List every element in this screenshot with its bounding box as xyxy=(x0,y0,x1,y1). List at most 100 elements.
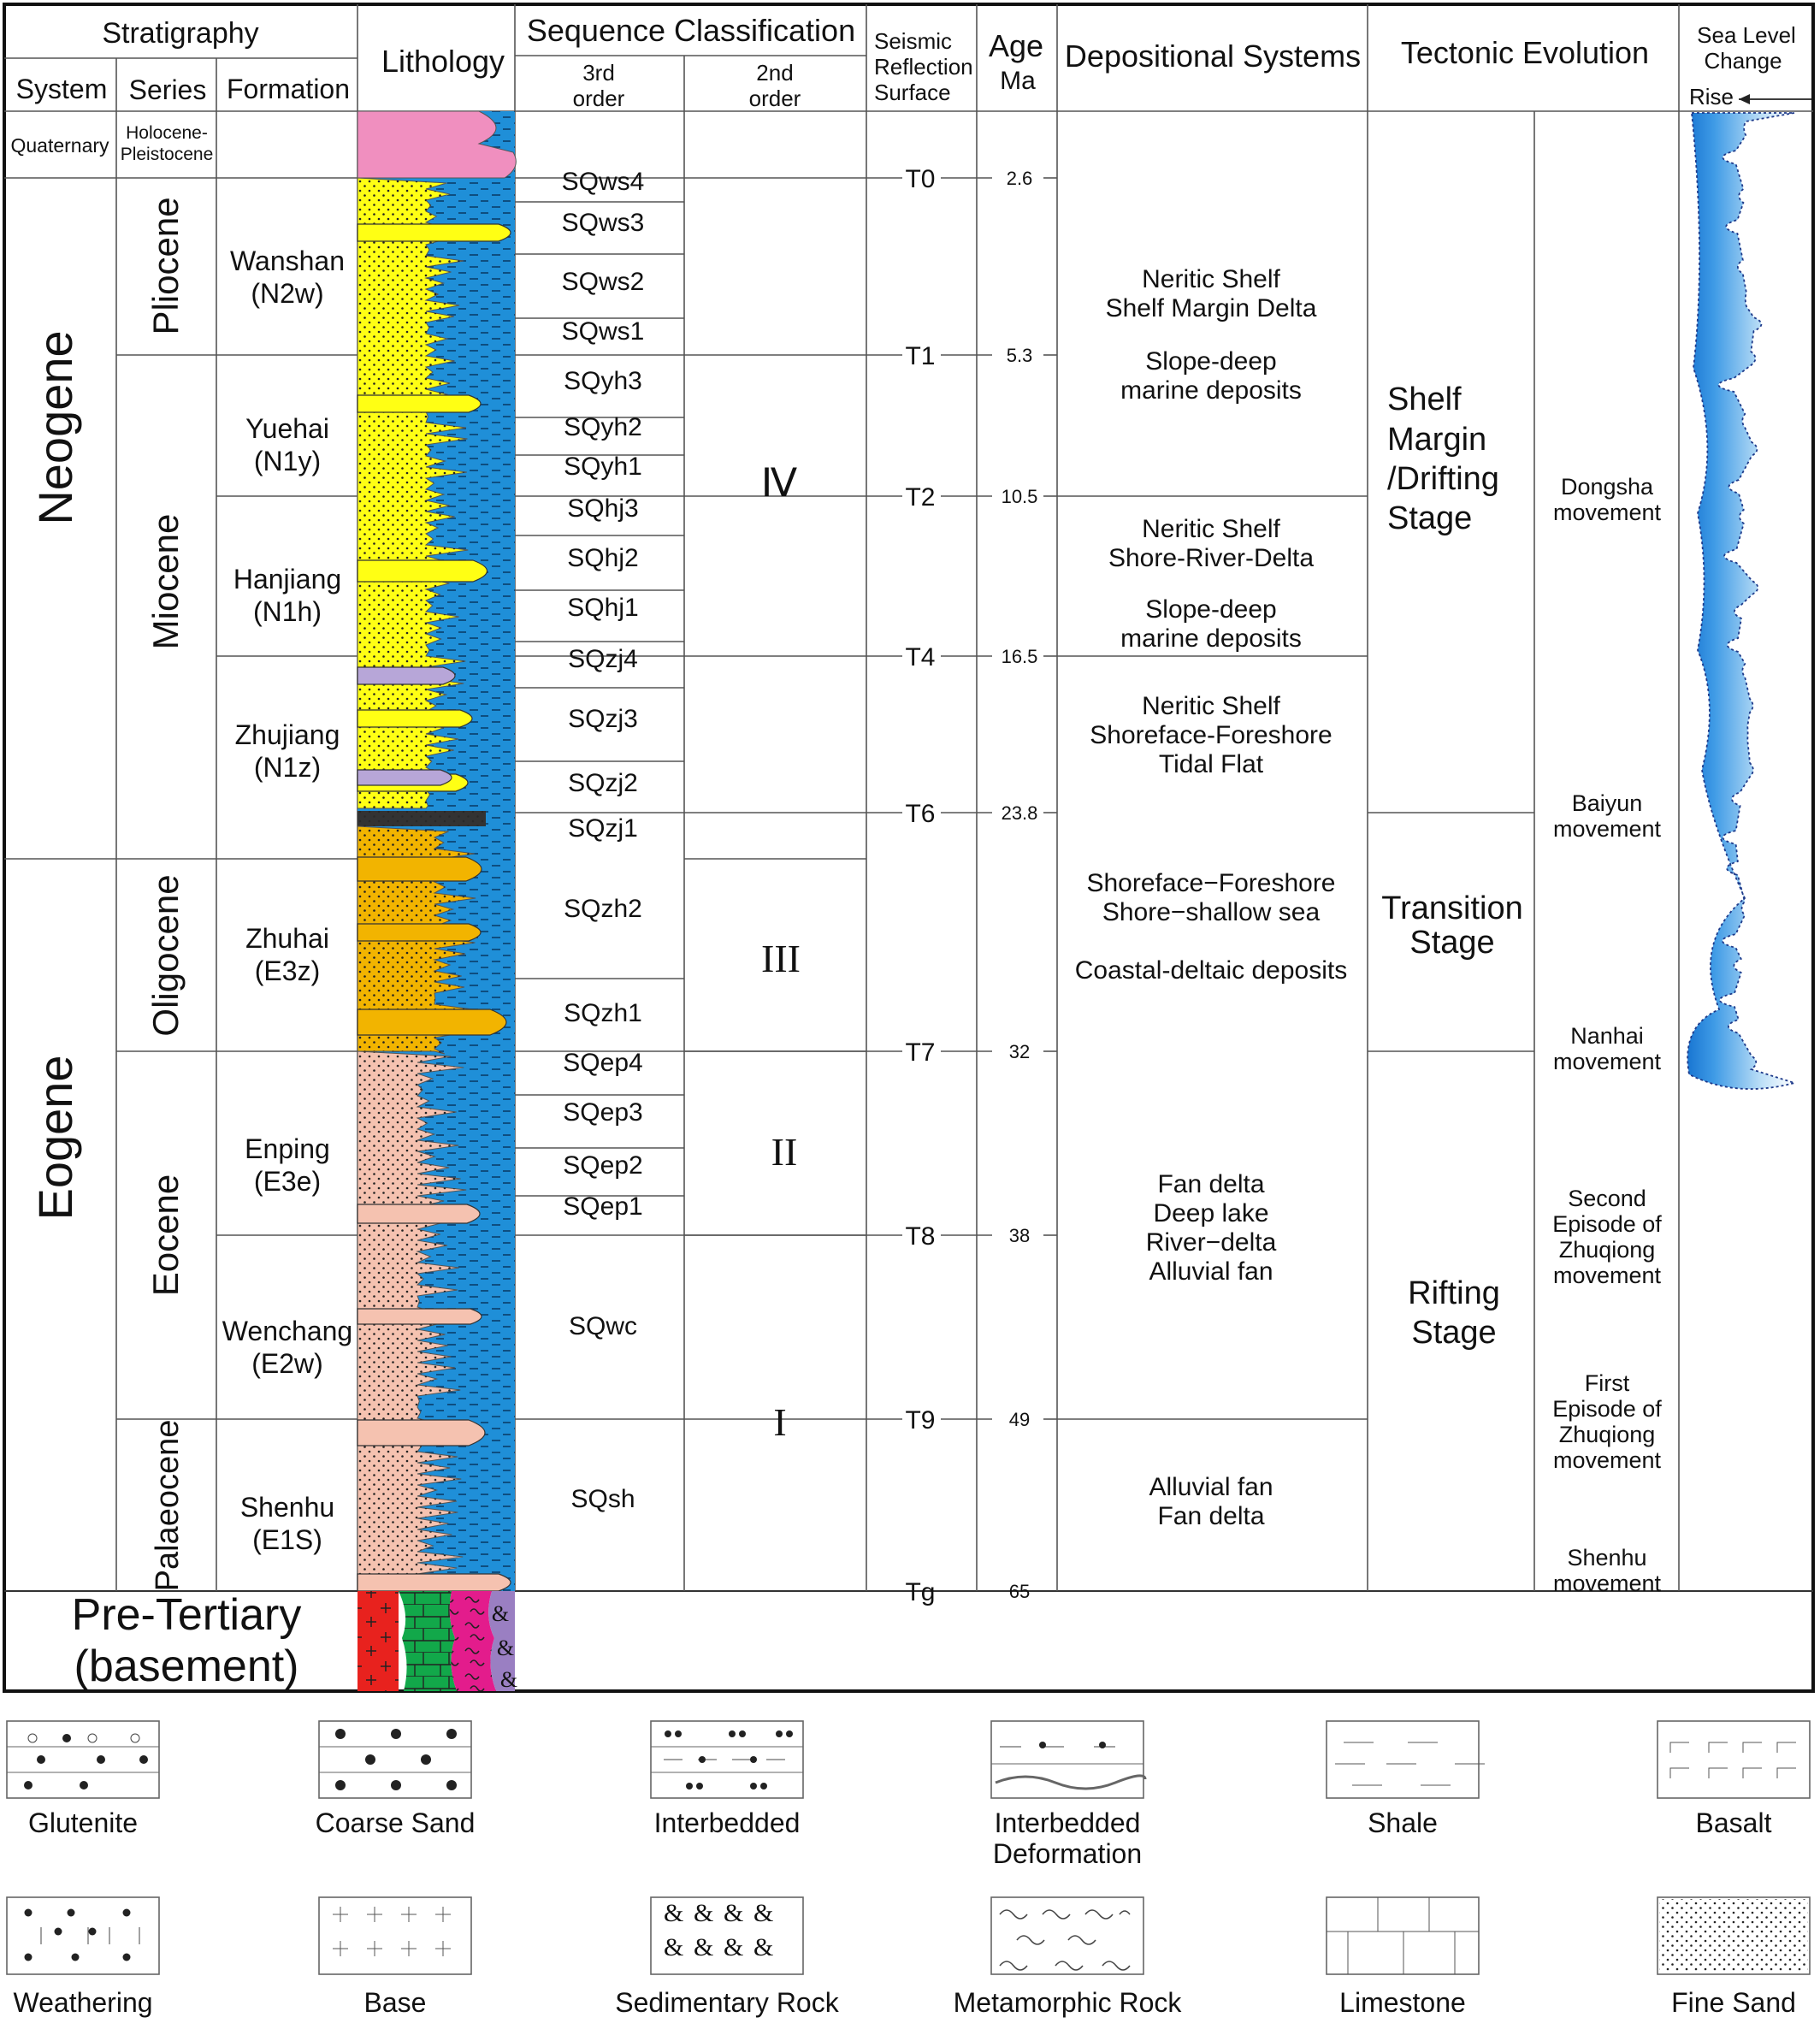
third-order-label: SQws4 xyxy=(562,168,645,196)
depositional-text: Neritic Shelf xyxy=(1142,265,1280,293)
system-eogene: Eogene xyxy=(28,1055,82,1220)
depositional-text: Shoreface-Foreshore xyxy=(1090,721,1332,749)
formation-code: (E3e) xyxy=(254,1166,321,1197)
legend-swatch xyxy=(318,1896,472,1975)
tectonic-movement-text: movement xyxy=(1553,500,1662,525)
formation-code: (N1z) xyxy=(254,752,321,783)
legend-item: & & & && & & &Sedimentary Rock xyxy=(615,1896,840,2018)
formation-code: (E3z) xyxy=(255,955,320,986)
legend-swatch xyxy=(6,1896,160,1975)
basement-amp-3: & xyxy=(500,1667,517,1692)
depositional-text: Fan delta xyxy=(1157,1170,1264,1198)
formation-code: (N1y) xyxy=(254,446,321,476)
lithology-lenses xyxy=(357,110,517,1592)
lithology-quaternary xyxy=(357,110,517,179)
legend-item: Fine Sand xyxy=(1657,1896,1811,2018)
tectonic-stages: ShelfMargin/DriftingStageTransitionStage… xyxy=(1381,382,1522,1351)
header-tectonic-evolution: Tectonic Evolution xyxy=(1401,35,1649,70)
formation-name: Wenchang xyxy=(222,1316,352,1346)
depositional-text: Neritic Shelf xyxy=(1142,692,1280,720)
header-age: Age xyxy=(989,28,1043,63)
lithology-dark-band-pattern xyxy=(358,811,486,826)
legend-amp: & xyxy=(664,1933,683,1961)
legend-item: Limestone xyxy=(1326,1896,1480,2018)
legend-amp: & xyxy=(753,1899,773,1927)
header-second-order-line1: 2nd xyxy=(756,60,793,86)
surface-age: 10.5 xyxy=(1002,486,1038,507)
formation-labels: Wanshan(N2w) Yuehai(N1y) Hanjiang(N1h) Zhuj… xyxy=(222,246,352,1555)
legend-label: Base xyxy=(364,1987,427,2018)
legend-label: Glutenite xyxy=(28,1807,138,1838)
header-series: Series xyxy=(129,74,207,105)
third-order-label: SQws3 xyxy=(562,209,645,237)
lithology-column: & & & xyxy=(357,110,517,1692)
basement-limestone-pattern xyxy=(399,1591,457,1691)
tectonic-stage-text: Shelf xyxy=(1387,382,1462,417)
third-order-label: SQyh2 xyxy=(564,413,642,441)
tectonic-movement-text: Episode of xyxy=(1552,1211,1662,1237)
third-order-label: SQep3 xyxy=(563,1098,642,1127)
second-order-sequences: Ⅳ III II I xyxy=(761,461,801,1444)
lithology-orange-lens xyxy=(357,923,482,942)
system-quaternary: Quaternary xyxy=(10,134,109,157)
third-order-label: SQzj2 xyxy=(568,769,638,797)
surface-age: 16.5 xyxy=(1002,646,1038,667)
legend-pattern xyxy=(1335,1742,1485,1786)
header-rise: Rise xyxy=(1689,84,1734,109)
third-order-label: SQep1 xyxy=(563,1192,642,1221)
surface-name: Tg xyxy=(905,1578,935,1606)
series-palaeocene: Palaeocene xyxy=(150,1420,186,1592)
legend-item: Coarse Sand xyxy=(316,1720,475,1838)
third-order-label: SQzj1 xyxy=(568,814,638,843)
header-seismic-line1: Seismic xyxy=(874,28,952,54)
third-order-label: SQsh xyxy=(570,1485,635,1513)
depositional-text: Slope-deep xyxy=(1145,347,1276,376)
header-sea-level-line2: Change xyxy=(1704,48,1782,74)
system-neogene: Neogene xyxy=(28,330,82,524)
surface-name: T1 xyxy=(905,342,935,370)
second-order-i: I xyxy=(773,1400,786,1444)
surface-name: T8 xyxy=(905,1222,935,1251)
tectonic-stage-text: Margin xyxy=(1387,422,1486,458)
legend-item: Interbedded xyxy=(650,1720,804,1838)
tectonic-movement-text: Shenhu xyxy=(1567,1545,1646,1571)
third-order-label: SQzh1 xyxy=(564,999,642,1027)
surface-name: T7 xyxy=(905,1038,935,1067)
surface-age: 2.6 xyxy=(1007,168,1033,189)
header-sequence-classification: Sequence Classification xyxy=(527,13,855,48)
tectonic-movement-text: Dongsha xyxy=(1561,474,1654,500)
series-eocene: Eocene xyxy=(145,1174,186,1296)
surface-age: 23.8 xyxy=(1002,802,1038,824)
series-pliocene: Pliocene xyxy=(145,197,186,334)
tectonic-movement-text: movement xyxy=(1553,1447,1662,1473)
series-holocene-line1: Holocene- xyxy=(126,123,208,143)
lithology-salmon-lens xyxy=(357,1573,511,1592)
surface-age: 5.3 xyxy=(1007,345,1033,366)
header-system: System xyxy=(16,74,108,104)
legend-item: Weathering xyxy=(6,1896,160,2018)
legend-pattern xyxy=(651,1730,803,1789)
legend-label: Basalt xyxy=(1696,1807,1772,1838)
third-order-label: SQwc xyxy=(569,1312,637,1340)
lithology-yellow-lens xyxy=(357,559,488,583)
header-second-order-line2: order xyxy=(749,86,801,111)
header-formation: Formation xyxy=(227,74,350,104)
depositional-text: Coastal-deltaic deposits xyxy=(1075,956,1348,985)
legend-swatch xyxy=(650,1896,804,1975)
depositional-text: Shore−shallow sea xyxy=(1102,898,1321,926)
formation-name: Zhujiang xyxy=(235,719,340,750)
lithology-salmon-lens xyxy=(357,1204,481,1224)
legend-amp: & xyxy=(694,1933,713,1961)
formation-code: (N2w) xyxy=(251,278,323,309)
legend-pattern xyxy=(1327,1897,1479,1974)
tectonic-movement-text: Zhuqiong xyxy=(1559,1237,1656,1263)
tectonic-movement-text: Nanhai xyxy=(1570,1023,1644,1049)
lithology-orange-lens xyxy=(357,856,482,882)
legend-label: Sedimentary Rock xyxy=(615,1987,839,2018)
tectonic-movement-text: movement xyxy=(1553,1049,1662,1074)
surface-name: T6 xyxy=(905,800,935,828)
legend-swatch xyxy=(1326,1720,1480,1799)
tectonic-stage-text: Stage xyxy=(1411,1315,1496,1351)
